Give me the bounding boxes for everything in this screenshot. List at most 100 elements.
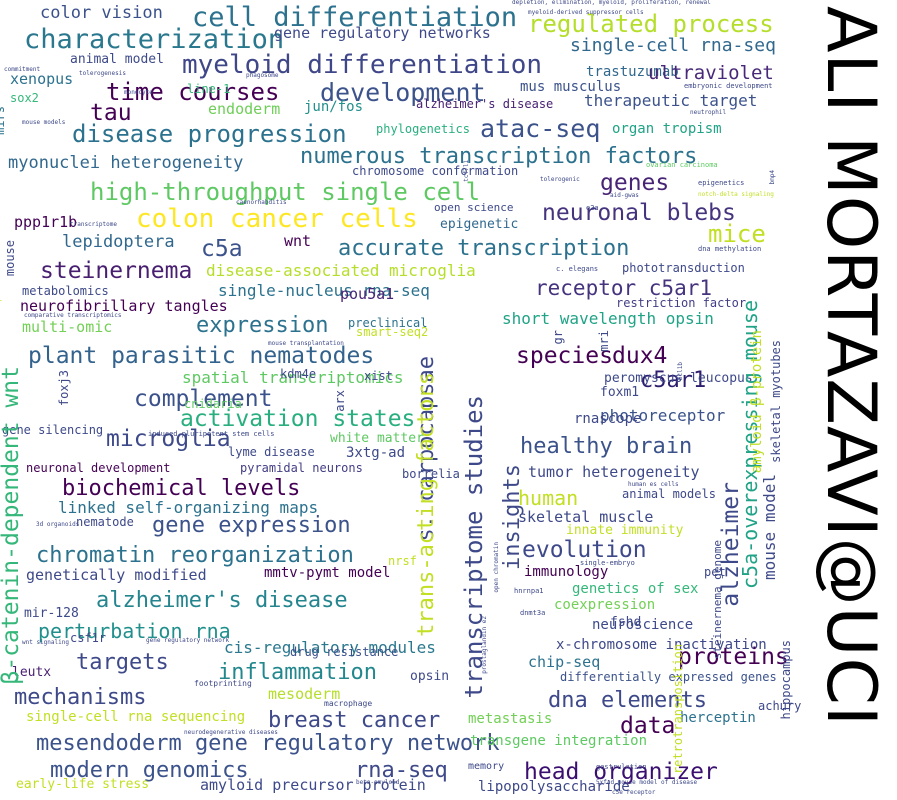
cloud-word: targets	[76, 650, 169, 675]
cloud-word: achury	[758, 699, 802, 713]
cloud-word: mouse model	[760, 474, 779, 580]
cloud-word: metastasis	[468, 711, 553, 727]
cloud-word: coexpression	[554, 597, 656, 613]
cloud-word: c5e receptor	[612, 789, 656, 796]
cloud-word: cis-regulatory modules	[224, 638, 436, 657]
cloud-word: foxm1	[600, 385, 640, 400]
cloud-word: jun/fos	[304, 99, 364, 115]
cloud-word: preclinical	[348, 316, 428, 330]
cloud-word: myeloid-derived suppressor cells	[528, 9, 644, 16]
cloud-word: gene regulatory network	[146, 637, 230, 644]
cloud-word: innate immunity	[566, 523, 684, 538]
cloud-word: genes	[600, 170, 670, 196]
cloud-word: multi-omic	[22, 318, 113, 336]
cloud-word: skeletal myotubes	[769, 340, 783, 463]
cloud-word: beta-amyloid	[356, 779, 400, 786]
cloud-word: chip-seq	[528, 653, 601, 671]
cloud-word: single-cell rna sequencing	[26, 709, 246, 725]
cloud-word: dna methylation	[698, 245, 762, 253]
cloud-word: development	[320, 78, 486, 107]
cloud-word: animal model	[70, 52, 164, 67]
cloud-word: animal models	[622, 487, 716, 501]
cloud-word: e2a	[586, 204, 599, 212]
cloud-word: data	[620, 713, 676, 739]
cloud-word: peromyscus leucopus	[604, 371, 753, 386]
cloud-word: therapeutic target	[584, 91, 758, 110]
cloud-word: biochemical levels	[62, 476, 301, 501]
cloud-word: line-1	[187, 82, 231, 96]
cloud-word: restriction factor	[616, 296, 747, 310]
cloud-word: neuronal blebs	[542, 200, 736, 226]
cloud-word: dnmt3a	[520, 609, 546, 617]
cloud-word: species	[516, 343, 613, 369]
cloud-word: aid-gwas	[610, 192, 639, 199]
cloud-word: leutx	[12, 665, 52, 680]
cloud-word: c5ar1	[640, 368, 707, 393]
cloud-word: human	[518, 486, 579, 510]
cloud-word: nrsf	[388, 554, 417, 568]
cloud-word: drug resistance	[290, 645, 399, 659]
cloud-word: spatial transcriptomics	[182, 368, 404, 387]
cloud-word: epigenetic	[440, 217, 519, 232]
cloud-word: characterization	[24, 24, 285, 55]
cloud-word: receptor c5ar1	[535, 276, 713, 300]
cloud-word: accurate transcription	[338, 236, 630, 261]
cloud-word: steinernema	[40, 258, 193, 284]
cloud-word: monocyte	[124, 89, 153, 96]
cloud-word: alzheimer's disease	[416, 97, 554, 111]
cloud-word: caenorhabditis	[236, 199, 287, 206]
cloud-word: wnt signaling	[22, 639, 69, 646]
cloud-word: ppp1r1b	[14, 213, 78, 231]
cloud-word: 3d organoids	[36, 521, 80, 528]
author-title-text: ALI MORTAZAVI@UCI	[811, 6, 890, 727]
cloud-word: fshd	[610, 615, 642, 630]
cloud-word: tau	[90, 100, 132, 126]
cloud-word: amyloid β-protein	[749, 330, 765, 474]
cloud-word: notch-delta signaling	[698, 191, 774, 198]
cloud-word: arx	[333, 390, 347, 412]
cloud-word: single-nucleus rna-seq	[218, 281, 430, 300]
cloud-word: pet	[704, 565, 726, 579]
cloud-word: neuroscience	[592, 617, 694, 633]
cloud-word: hippocampus	[779, 640, 793, 720]
cloud-word: activation states	[180, 406, 416, 432]
cloud-word: β-catenin-dependent wnt	[0, 366, 24, 685]
cloud-word: tolerogenesis	[79, 70, 126, 77]
cloud-word: expression	[196, 313, 329, 338]
cloud-word: color vision	[40, 3, 163, 23]
cloud-word: numerous transcription factors	[300, 144, 698, 169]
cloud-word: human es cells	[628, 481, 679, 488]
cloud-word: commitment	[4, 66, 41, 73]
cloud-word: kdm4e	[280, 367, 317, 381]
cloud-word: bcl1b	[677, 362, 684, 381]
cloud-word: c5a	[201, 236, 243, 262]
cloud-word: single-embryo	[580, 559, 635, 567]
cloud-word: short wavelength opsin	[502, 309, 714, 328]
cloud-word: mesendoderm gene regulatory network	[36, 731, 500, 756]
cloud-word: insights	[500, 464, 525, 570]
cloud-word: steinernema genome	[711, 540, 724, 660]
cloud-word: endoderm	[208, 100, 281, 118]
cloud-word: atac-seq	[480, 114, 601, 143]
cloud-word: mouse	[3, 240, 17, 277]
cloud-word: cell differentiation	[192, 2, 518, 33]
cloud-word: gene expression	[152, 513, 351, 538]
cloud-word: productive streak	[0, 240, 2, 302]
cloud-word: linked self-organizing maps	[58, 498, 319, 517]
cloud-word: lipopolysaccharide	[478, 779, 630, 795]
cloud-word: open chromatin	[493, 542, 500, 593]
cloud-word: cnidaria	[184, 397, 242, 411]
cloud-word: complement	[134, 386, 273, 412]
cloud-word: organ tropism	[612, 121, 722, 137]
cloud-word: bmp4	[769, 170, 776, 185]
cloud-word: tumor heterogeneity	[528, 463, 700, 481]
cloud-word: gene regulatory networks	[274, 24, 491, 42]
cloud-word: time courses	[106, 78, 280, 106]
cloud-word: x-chromosome inactivation	[556, 637, 767, 653]
cloud-word: genetically modified	[26, 566, 207, 584]
cloud-word: nematode	[76, 515, 134, 529]
cloud-word: opsin	[410, 669, 450, 684]
cloud-word: mirs	[0, 106, 7, 135]
cloud-word: wnt	[284, 232, 312, 250]
cloud-word: phototransduction	[622, 261, 745, 275]
